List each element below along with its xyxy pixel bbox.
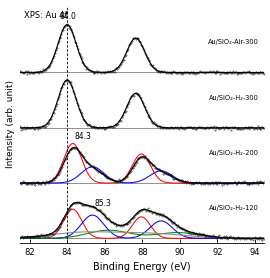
Text: 84.0: 84.0 — [60, 12, 76, 21]
Text: Au/SiO₂-Air-300: Au/SiO₂-Air-300 — [208, 39, 259, 45]
Text: 85.3: 85.3 — [94, 199, 111, 208]
Text: Au/SiO₂-H₂-120: Au/SiO₂-H₂-120 — [209, 205, 259, 211]
Text: 84.3: 84.3 — [75, 132, 92, 141]
Y-axis label: Intensity (arb. unit): Intensity (arb. unit) — [6, 80, 15, 168]
Text: XPS: Au 4f: XPS: Au 4f — [24, 11, 68, 20]
Text: Au/SiO₂-H₂-300: Au/SiO₂-H₂-300 — [209, 95, 259, 101]
X-axis label: Binding Energy (eV): Binding Energy (eV) — [93, 262, 191, 272]
Text: Au/SiO₂-H₂-200: Au/SiO₂-H₂-200 — [209, 150, 259, 156]
